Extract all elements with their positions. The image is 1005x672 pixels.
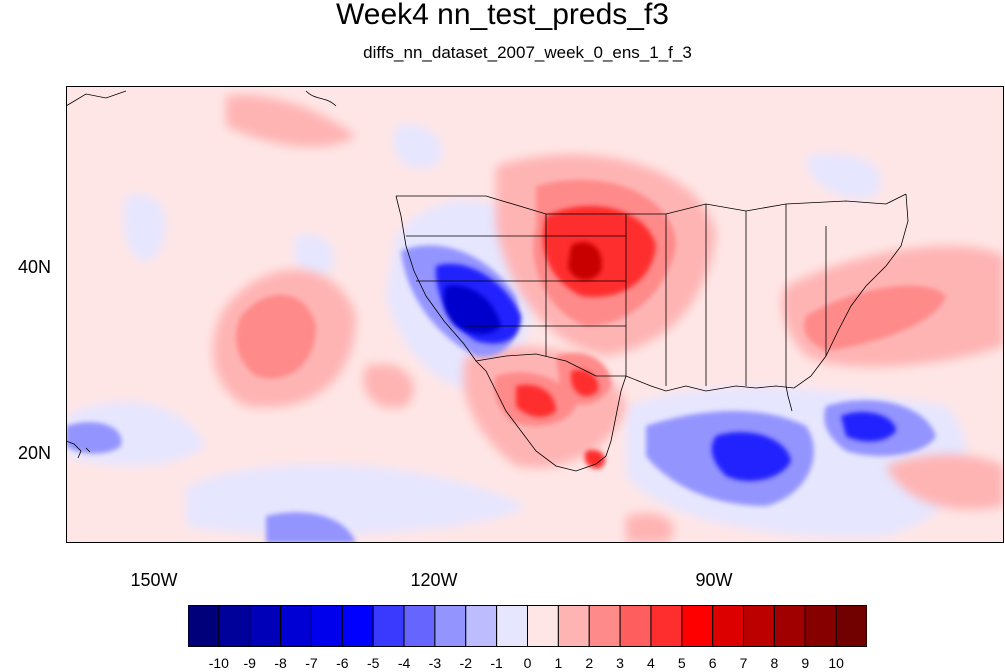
map-svg bbox=[66, 86, 1004, 543]
colorbar-box bbox=[712, 605, 745, 647]
colorbar-box bbox=[743, 605, 775, 647]
colorbar-label: 7 bbox=[739, 655, 748, 671]
colorbar-box bbox=[650, 605, 683, 647]
colorbar-label: 0 bbox=[523, 655, 532, 671]
anomaly-pos5-regions bbox=[516, 206, 656, 469]
lon-label-150w: 150W bbox=[130, 570, 178, 590]
colorbar-box bbox=[496, 605, 529, 647]
colorbar bbox=[187, 605, 868, 647]
colorbar-label: 6 bbox=[708, 655, 717, 671]
colorbar-box bbox=[527, 605, 559, 647]
colorbar-labels: -10 -9 -8 -7 -6 -5 -4 -3 -2 -1 0 1 2 3 4 5 6 7 8 9 10 bbox=[188, 656, 867, 672]
colorbar-label: -4 bbox=[397, 655, 411, 671]
colorbar-label: 9 bbox=[801, 655, 810, 671]
colorbar-label: 2 bbox=[585, 655, 594, 671]
map-frame bbox=[66, 86, 1004, 543]
colorbar-box bbox=[280, 605, 312, 647]
colorbar-box bbox=[619, 605, 652, 647]
colorbar-label: -1 bbox=[490, 655, 503, 671]
colorbar-box bbox=[681, 605, 714, 647]
colorbar-box bbox=[434, 605, 467, 647]
colorbar-label: -5 bbox=[366, 655, 380, 671]
coastlines-and-borders bbox=[66, 90, 909, 472]
anomaly-field bbox=[66, 90, 1004, 543]
plot-subtitle: diffs_nn_dataset_2007_week_0_ens_1_f_3 bbox=[363, 43, 692, 62]
colorbar-box bbox=[187, 605, 220, 647]
lon-label-120w: 120W bbox=[410, 570, 458, 590]
colorbar-label: 4 bbox=[647, 655, 655, 671]
colorbar-label: -2 bbox=[459, 655, 472, 671]
colorbar-box bbox=[372, 605, 405, 647]
colorbar-box bbox=[310, 605, 343, 647]
colorbar-label: -8 bbox=[274, 655, 287, 671]
colorbar-box bbox=[773, 605, 806, 647]
colorbar-box bbox=[249, 605, 282, 647]
colorbar-box bbox=[835, 605, 868, 647]
colorbar-label: 5 bbox=[677, 655, 686, 671]
colorbar-label: 3 bbox=[616, 655, 624, 671]
colorbar-label: -6 bbox=[336, 655, 349, 671]
plot-title: Week4 nn_test_preds_f3 bbox=[335, 0, 669, 31]
colorbar-label: -9 bbox=[243, 655, 256, 671]
colorbar-label: -3 bbox=[428, 655, 442, 671]
anomaly-pos7-regions bbox=[568, 242, 602, 281]
map-panel bbox=[66, 86, 1004, 543]
colorbar-label: -10 bbox=[208, 655, 229, 671]
colorbar-box bbox=[403, 605, 436, 647]
colorbar-box bbox=[218, 605, 251, 647]
colorbar-label: 10 bbox=[828, 655, 844, 671]
lat-label-20n: 20N bbox=[18, 443, 52, 463]
colorbar-box bbox=[557, 605, 590, 647]
colorbar-box bbox=[588, 605, 621, 647]
colorbar-label: 8 bbox=[770, 655, 779, 671]
colorbar-svg bbox=[187, 605, 868, 647]
lat-label-40n: 40N bbox=[18, 257, 52, 277]
colorbar-label: -7 bbox=[305, 655, 318, 671]
colorbar-box bbox=[341, 605, 374, 647]
anomaly-neg8-regions bbox=[443, 285, 501, 335]
colorbar-label: 1 bbox=[554, 655, 563, 671]
colorbar-box bbox=[804, 605, 837, 647]
lon-label-90w: 90W bbox=[695, 570, 733, 590]
colorbar-box bbox=[465, 605, 498, 647]
